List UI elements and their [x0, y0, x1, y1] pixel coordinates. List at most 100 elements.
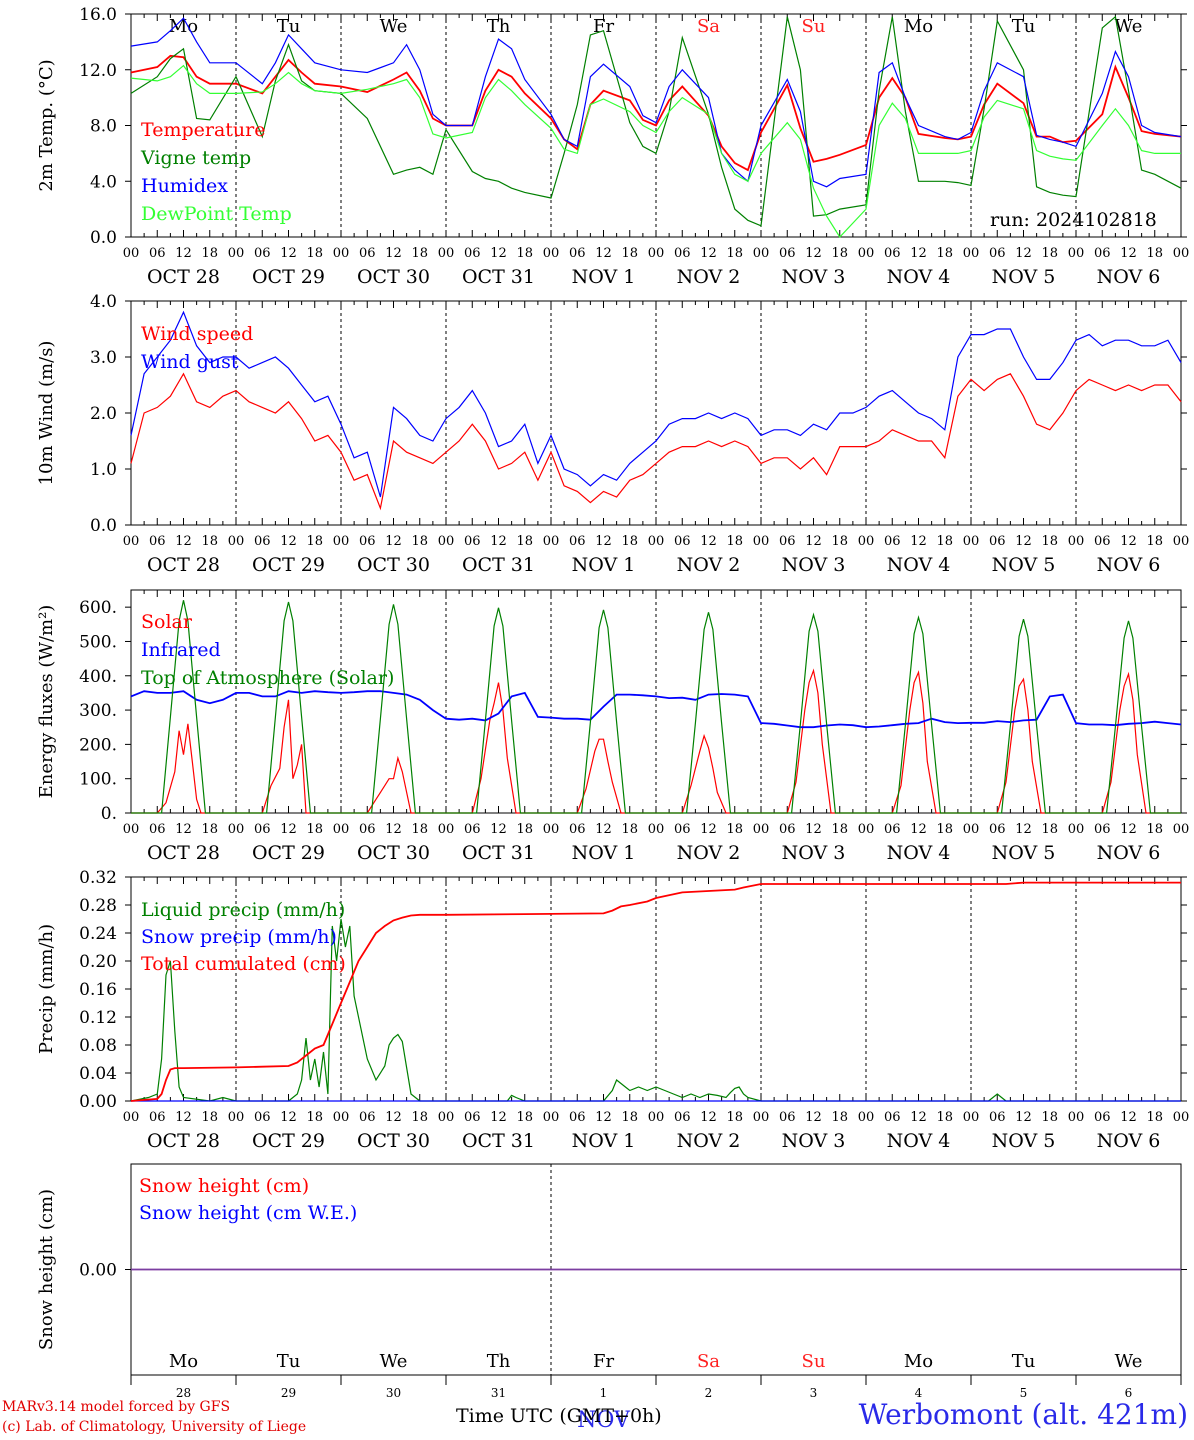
legend-entry: Total cumulated (cm)	[141, 953, 346, 975]
date-label: OCT 28	[147, 554, 220, 576]
hour-tick-label: 12	[805, 534, 822, 549]
hour-tick-label: 12	[1015, 246, 1032, 261]
weekday-label: Tu	[1012, 16, 1036, 37]
hour-tick-label: 18	[1041, 246, 1058, 261]
date-label: NOV 5	[992, 266, 1056, 288]
hour-tick-label: 00	[1068, 246, 1085, 261]
date-label: NOV 5	[992, 1130, 1056, 1152]
y-tick-label: 3.0	[90, 348, 117, 368]
day-number-label: 31	[491, 1386, 506, 1400]
date-label: NOV 2	[677, 842, 741, 864]
hour-tick-label: 12	[175, 822, 192, 837]
hour-tick-label: 12	[385, 534, 402, 549]
hour-tick-label: 18	[936, 534, 953, 549]
y-tick-label: 0.08	[79, 1036, 117, 1056]
y-tick-label: 4.0	[90, 172, 117, 192]
hour-tick-label: 00	[1173, 534, 1190, 549]
hour-tick-label: 06	[359, 1110, 376, 1125]
y-tick-label: 0.0	[90, 228, 117, 248]
date-label: NOV 2	[677, 266, 741, 288]
hour-tick-label: 06	[1094, 246, 1111, 261]
hour-tick-label: 12	[280, 534, 297, 549]
hour-tick-label: 12	[595, 1110, 612, 1125]
hour-tick-label: 18	[621, 822, 638, 837]
hour-tick-label: 12	[1120, 822, 1137, 837]
y-tick-label: 0.28	[79, 896, 117, 916]
date-label: OCT 30	[357, 266, 430, 288]
hour-tick-label: 18	[936, 822, 953, 837]
legend-entry: Liquid precip (mm/h)	[141, 899, 345, 921]
date-label: OCT 31	[462, 266, 535, 288]
legend-entry: Top of Atmosphere (Solar)	[141, 667, 394, 689]
weekday-label: Th	[487, 1351, 511, 1372]
hour-tick-label: 00	[543, 534, 560, 549]
hour-tick-label: 18	[621, 534, 638, 549]
hour-tick-label: 00	[1068, 822, 1085, 837]
weekday-label: We	[380, 1351, 408, 1372]
day-number-label: 1	[600, 1386, 608, 1400]
hour-tick-label: 06	[254, 534, 271, 549]
hour-tick-label: 00	[648, 246, 665, 261]
day-number-label: 30	[386, 1386, 401, 1400]
hour-tick-label: 12	[700, 534, 717, 549]
hour-tick-label: 18	[516, 534, 533, 549]
hour-tick-label: 12	[595, 534, 612, 549]
day-number-label: 2	[705, 1386, 713, 1400]
y-tick-label: 2.0	[90, 404, 117, 424]
hour-tick-label: 06	[884, 822, 901, 837]
hour-tick-label: 00	[123, 246, 140, 261]
day-number-label: 28	[176, 1386, 191, 1400]
hour-tick-label: 06	[884, 246, 901, 261]
hour-tick-label: 06	[674, 246, 691, 261]
date-label: OCT 28	[147, 842, 220, 864]
hour-tick-label: 18	[831, 822, 848, 837]
date-label: NOV 1	[572, 842, 636, 864]
y-tick-label: 400.	[79, 667, 117, 687]
hour-tick-label: 18	[831, 534, 848, 549]
hour-tick-label: 12	[280, 1110, 297, 1125]
hour-tick-label: 12	[1015, 534, 1032, 549]
date-label: OCT 31	[462, 554, 535, 576]
hour-tick-label: 12	[910, 822, 927, 837]
hour-tick-label: 06	[569, 246, 586, 261]
series-line-cumul	[130, 881, 1181, 1102]
hour-tick-label: 12	[175, 1110, 192, 1125]
hour-tick-label: 00	[1068, 1110, 1085, 1125]
hour-tick-label: 12	[700, 1110, 717, 1125]
weekday-label: Fr	[593, 1351, 614, 1372]
hour-tick-label: 00	[333, 246, 350, 261]
hour-tick-label: 00	[1173, 1110, 1190, 1125]
date-label: OCT 28	[147, 1130, 220, 1152]
hour-tick-label: 00	[543, 1110, 560, 1125]
weekday-label: We	[1115, 16, 1143, 37]
station-label: Werbomont (alt. 421m)	[858, 1398, 1188, 1431]
hour-tick-label: 06	[464, 246, 481, 261]
hour-tick-label: 18	[201, 1110, 218, 1125]
hour-tick-label: 12	[595, 822, 612, 837]
y-tick-label: 600.	[79, 598, 117, 618]
weekday-label: Th	[487, 16, 511, 37]
date-label: NOV 6	[1097, 266, 1161, 288]
hour-tick-label: 00	[123, 822, 140, 837]
hour-tick-label: 00	[438, 1110, 455, 1125]
hour-tick-label: 12	[280, 822, 297, 837]
hour-tick-label: 00	[333, 822, 350, 837]
legend-entry: Snow height (cm)	[139, 1175, 309, 1197]
hour-tick-label: 00	[858, 534, 875, 549]
hour-tick-label: 00	[963, 246, 980, 261]
hour-tick-label: 18	[306, 822, 323, 837]
hour-tick-label: 18	[306, 534, 323, 549]
month-label: NOV	[577, 1408, 631, 1433]
run-label: run: 2024102818	[990, 209, 1157, 231]
date-label: NOV 4	[887, 1130, 951, 1152]
hour-tick-label: 18	[411, 1110, 428, 1125]
y-tick-label: 0.16	[79, 980, 117, 1000]
date-label: OCT 30	[357, 842, 430, 864]
hour-tick-label: 18	[1041, 534, 1058, 549]
hour-tick-label: 18	[516, 822, 533, 837]
weekday-label: Sa	[697, 1351, 720, 1372]
hour-tick-label: 06	[149, 822, 166, 837]
hour-tick-label: 00	[1173, 246, 1190, 261]
y-tick-label: 16.0	[79, 5, 117, 25]
y-tick-label: 100.	[79, 770, 117, 790]
